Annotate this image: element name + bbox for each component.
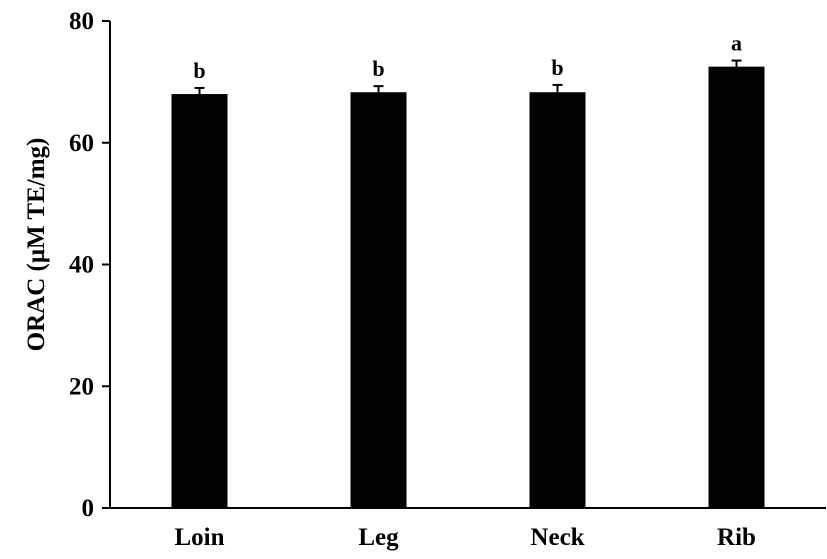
bar-rib [708, 66, 765, 508]
significance-label-rib: a [731, 31, 742, 56]
bars-group [171, 66, 765, 509]
significance-labels-group: b b b a [193, 31, 742, 83]
y-tick-label: 40 [69, 252, 94, 279]
x-tick-label-rib: Rib [717, 524, 756, 551]
y-axis-title: ORAC (μM TE/mg) [23, 138, 50, 352]
bar-loin [171, 94, 228, 509]
bar-neck [529, 92, 586, 508]
y-axis-ticks: 0 20 40 60 80 [69, 8, 110, 522]
x-tick-label-loin: Loin [174, 524, 224, 551]
significance-label-leg: b [372, 56, 384, 81]
x-axis-category-labels: Loin Leg Neck Rib [174, 524, 755, 551]
significance-label-neck: b [551, 55, 563, 80]
plot-area: b b b a [171, 31, 765, 509]
y-tick-label: 60 [69, 130, 94, 157]
y-tick-label: 80 [69, 8, 94, 35]
bar-leg [350, 92, 407, 508]
error-bars-group [194, 59, 742, 95]
x-tick-label-leg: Leg [358, 524, 399, 551]
y-tick-label: 20 [69, 373, 94, 400]
y-tick-label: 0 [82, 495, 95, 522]
significance-label-loin: b [193, 58, 205, 83]
x-tick-label-neck: Neck [530, 524, 584, 551]
